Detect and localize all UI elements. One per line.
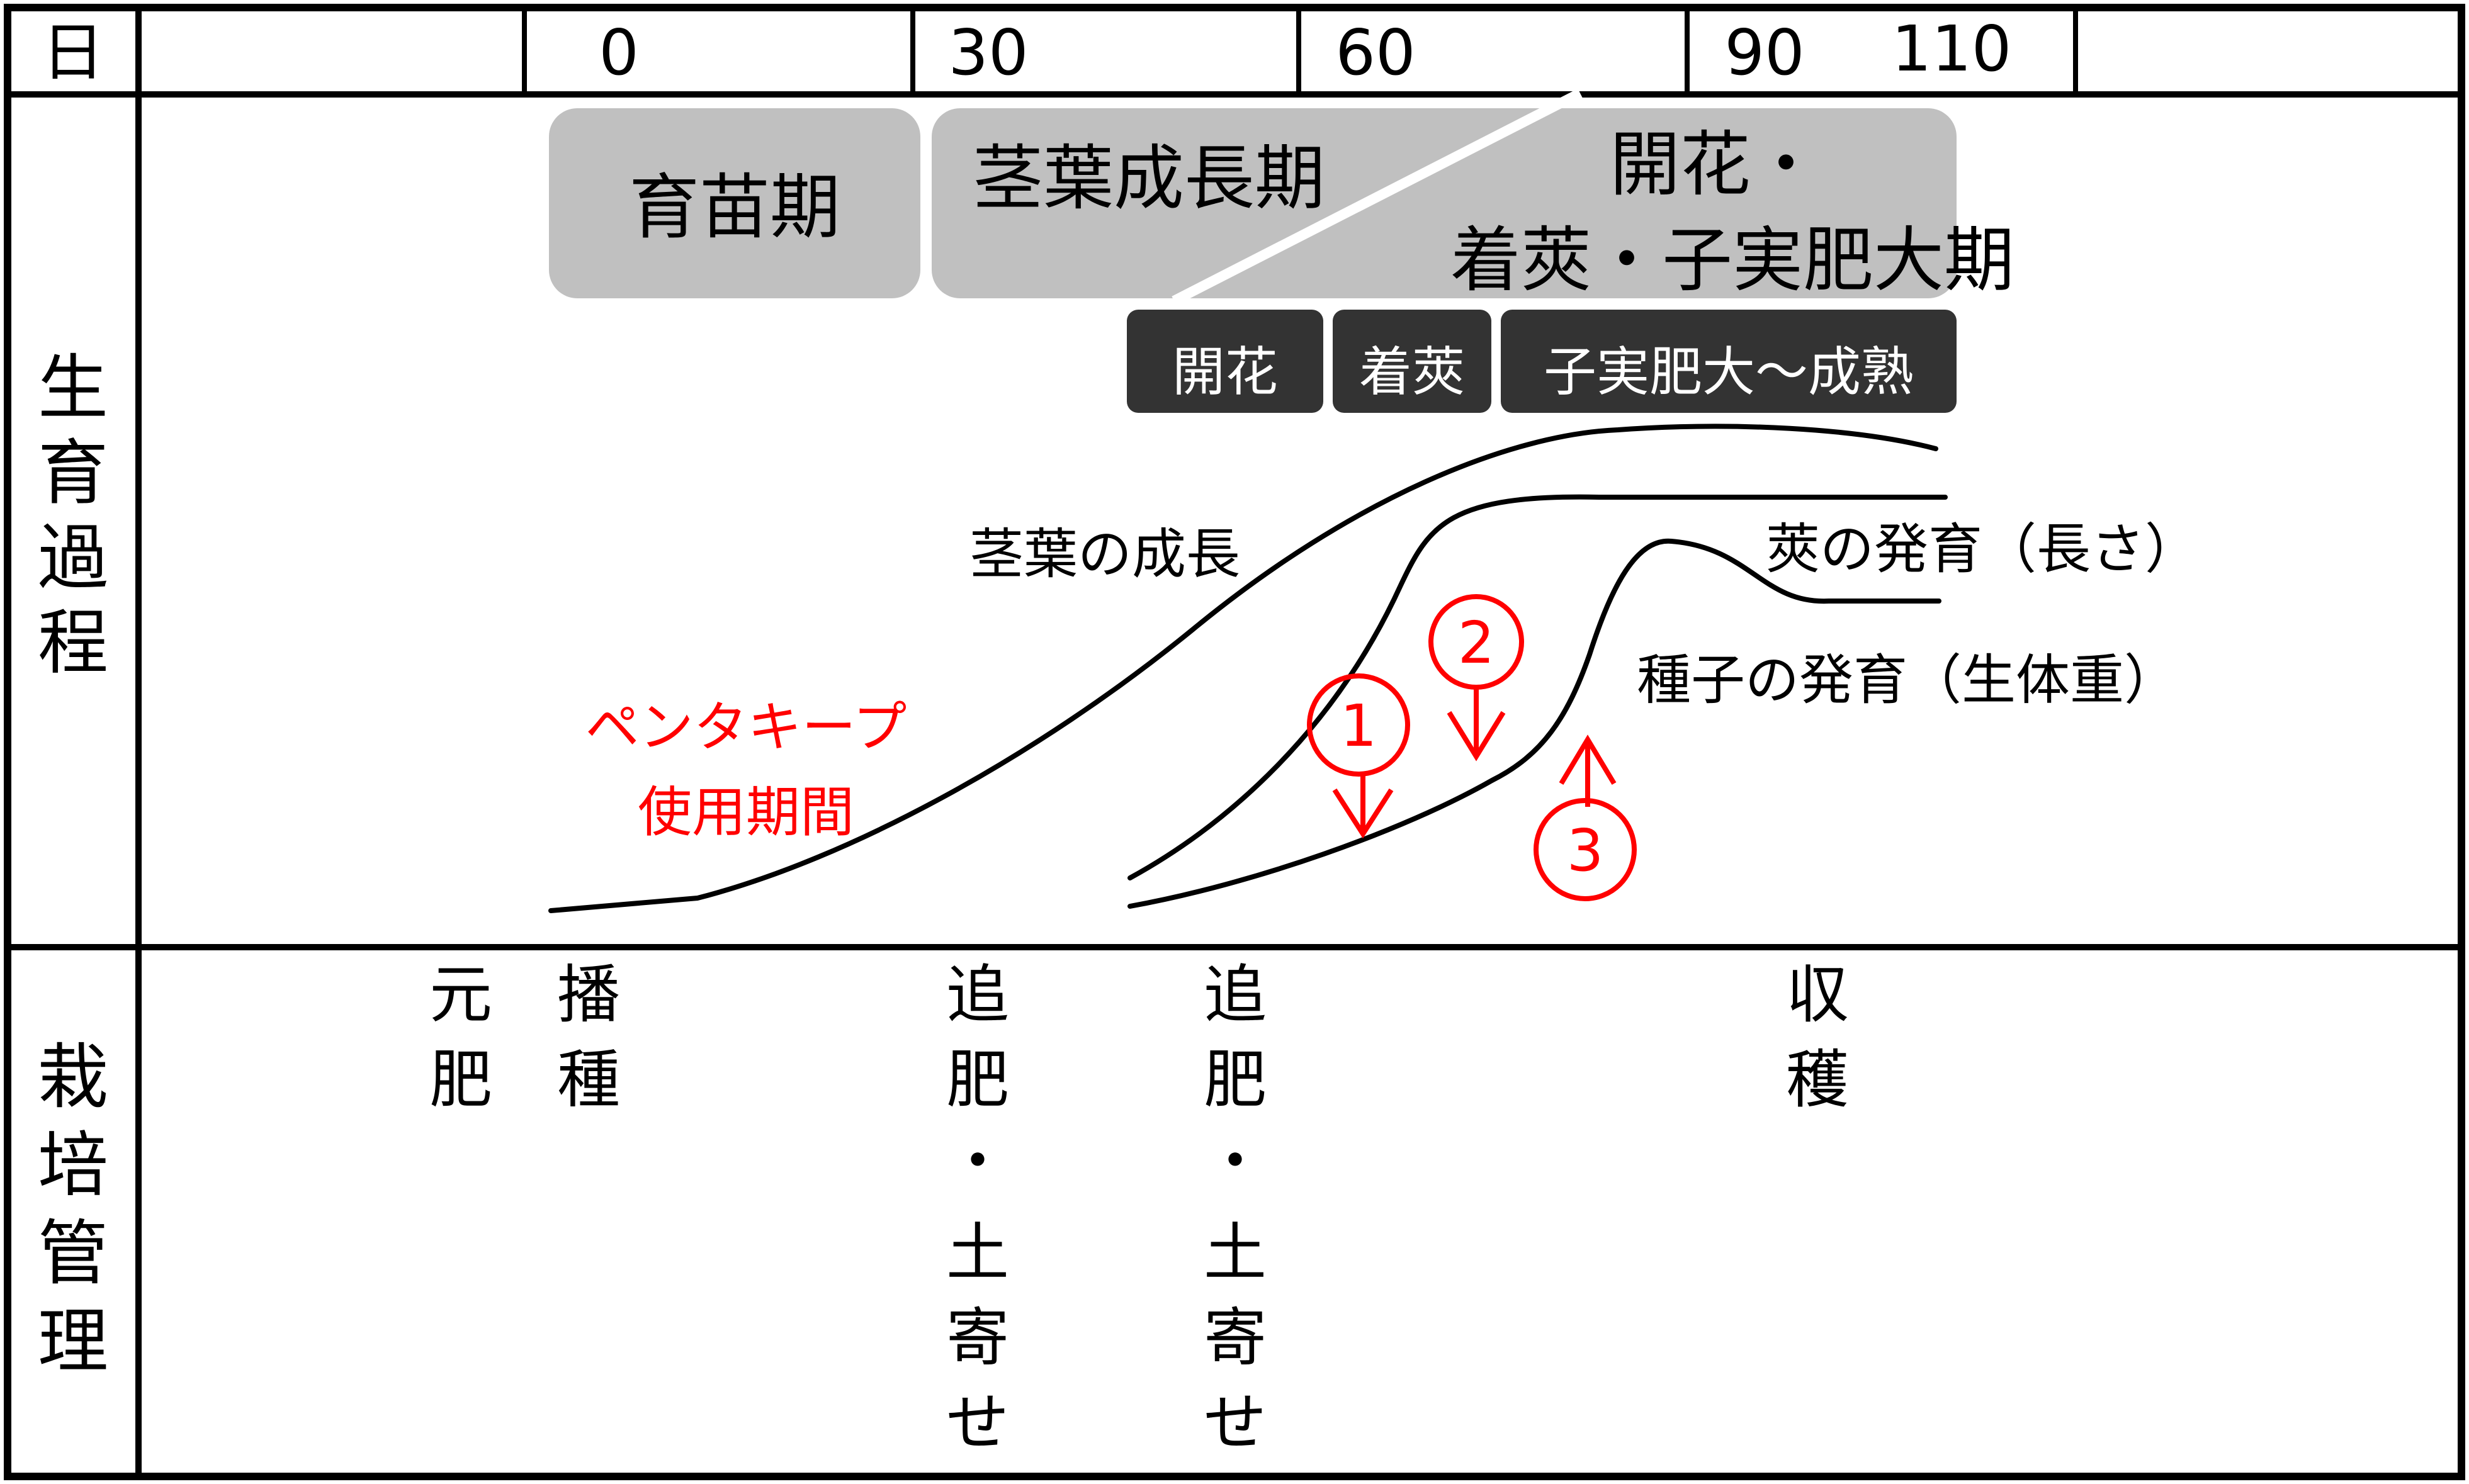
phase-divider-diagonal xyxy=(1172,88,1583,306)
mgmt-base-fertilizer: 元 肥 xyxy=(429,958,492,1116)
stem-leaf-curve-label: 茎葉の成長 xyxy=(969,523,1240,586)
day-tick-110: 110 xyxy=(1892,12,2012,86)
marker-2 xyxy=(1428,594,1524,762)
mgmt-char: ・ xyxy=(946,1125,1009,1198)
table-grid xyxy=(4,4,2465,1480)
pod-setting-subphase-box xyxy=(1333,310,1491,413)
mgmt-char: 土 xyxy=(1204,1216,1267,1290)
marker-1 xyxy=(1307,673,1410,839)
mgmt-char: 肥 xyxy=(946,1043,1009,1116)
maturation-subphase-box xyxy=(1501,310,1957,413)
marker-3-circle xyxy=(1534,798,1637,901)
mgmt-sowing: 播 種 xyxy=(557,958,620,1116)
marker-3 xyxy=(1534,734,1637,901)
marker-2-number: 2 xyxy=(1458,609,1495,677)
growth-label-char-1: 生 xyxy=(38,347,108,429)
pod-growth-curve xyxy=(1127,494,1948,880)
mgmt-label-char-1: 栽 xyxy=(38,1037,108,1118)
growth-curves xyxy=(548,424,1948,913)
mgmt-char: 種 xyxy=(557,1043,620,1116)
mgmt-char: せ xyxy=(946,1386,1009,1459)
mgmt-label-char-4: 理 xyxy=(38,1301,108,1383)
mgmt-char: 土 xyxy=(946,1216,1009,1290)
pod-setting-subphase-label: 着莢 xyxy=(1359,341,1465,403)
seed-curve-label: 種子の発育（生体重） xyxy=(1637,649,2178,712)
seed-growth-curve xyxy=(1127,538,1941,909)
mgmt-char: 追 xyxy=(946,958,1009,1031)
maturation-subphase-label: 子実肥大～成熟 xyxy=(1544,341,1914,403)
marker-2-arrow-head xyxy=(1447,711,1506,762)
seedling-phase-box xyxy=(549,108,920,298)
marker-1-arrow-head xyxy=(1332,788,1394,839)
marker-1-circle xyxy=(1307,673,1410,777)
flowering-subphase-box xyxy=(1127,310,1323,413)
mgmt-top-dressing-2: 追 肥 ・ 土 寄 せ xyxy=(1204,958,1267,1459)
stem-leaf-phase-label: 茎葉成長期 xyxy=(973,138,1325,220)
mgmt-char: 元 xyxy=(429,958,492,1031)
pod-curve-label: 莢の発育（長さ） xyxy=(1766,518,2199,581)
flowering-phase-label-1: 開花・ xyxy=(1610,124,1821,206)
flowering-subphase-label: 開花 xyxy=(1172,341,1278,403)
growth-label-char-2: 育 xyxy=(38,432,108,514)
management-section-label: 栽 培 管 理 xyxy=(38,1037,108,1383)
seedling-phase-label: 育苗期 xyxy=(629,167,840,249)
marker-3-arrow-head xyxy=(1559,734,1617,785)
mgmt-top-dressing-1: 追 肥 ・ 土 寄 せ xyxy=(946,958,1009,1459)
mgmt-char: 寄 xyxy=(1204,1301,1267,1374)
marker-3-number: 3 xyxy=(1567,817,1604,884)
growth-phase-box xyxy=(932,108,1957,298)
flowering-phase-label-2: 着莢・子実肥大期 xyxy=(1450,220,2014,301)
mgmt-char: 追 xyxy=(1204,958,1267,1031)
mgmt-char: せ xyxy=(1204,1386,1267,1459)
mgmt-char: 寄 xyxy=(946,1301,1009,1374)
mgmt-harvest: 収 穫 xyxy=(1786,958,1849,1116)
growth-label-char-4: 程 xyxy=(38,602,108,684)
day-tick-30: 30 xyxy=(948,16,1028,89)
mgmt-label-char-3: 管 xyxy=(38,1213,108,1295)
pentakeep-label-line-1: ペンタキープ xyxy=(585,696,907,759)
day-row-label: 日 xyxy=(42,16,105,89)
day-tick-0: 0 xyxy=(599,16,639,89)
mgmt-char: 穫 xyxy=(1786,1043,1849,1116)
stem-leaf-growth-curve xyxy=(548,424,1938,913)
day-tick-60: 60 xyxy=(1335,16,1415,89)
growth-label-char-3: 過 xyxy=(38,517,108,599)
day-tick-90: 90 xyxy=(1724,16,1804,89)
mgmt-char: ・ xyxy=(1204,1125,1267,1198)
pentakeep-label-line-2: 使用期間 xyxy=(638,781,854,844)
mgmt-char: 肥 xyxy=(1204,1043,1267,1116)
marker-1-number: 1 xyxy=(1340,692,1377,760)
mgmt-char: 播 xyxy=(557,958,620,1031)
growth-section-label: 生 育 過 程 xyxy=(38,347,108,684)
outer-border xyxy=(4,4,2465,1480)
mgmt-char: 肥 xyxy=(429,1043,492,1116)
mgmt-label-char-2: 培 xyxy=(38,1125,108,1206)
mgmt-char: 収 xyxy=(1786,958,1849,1031)
